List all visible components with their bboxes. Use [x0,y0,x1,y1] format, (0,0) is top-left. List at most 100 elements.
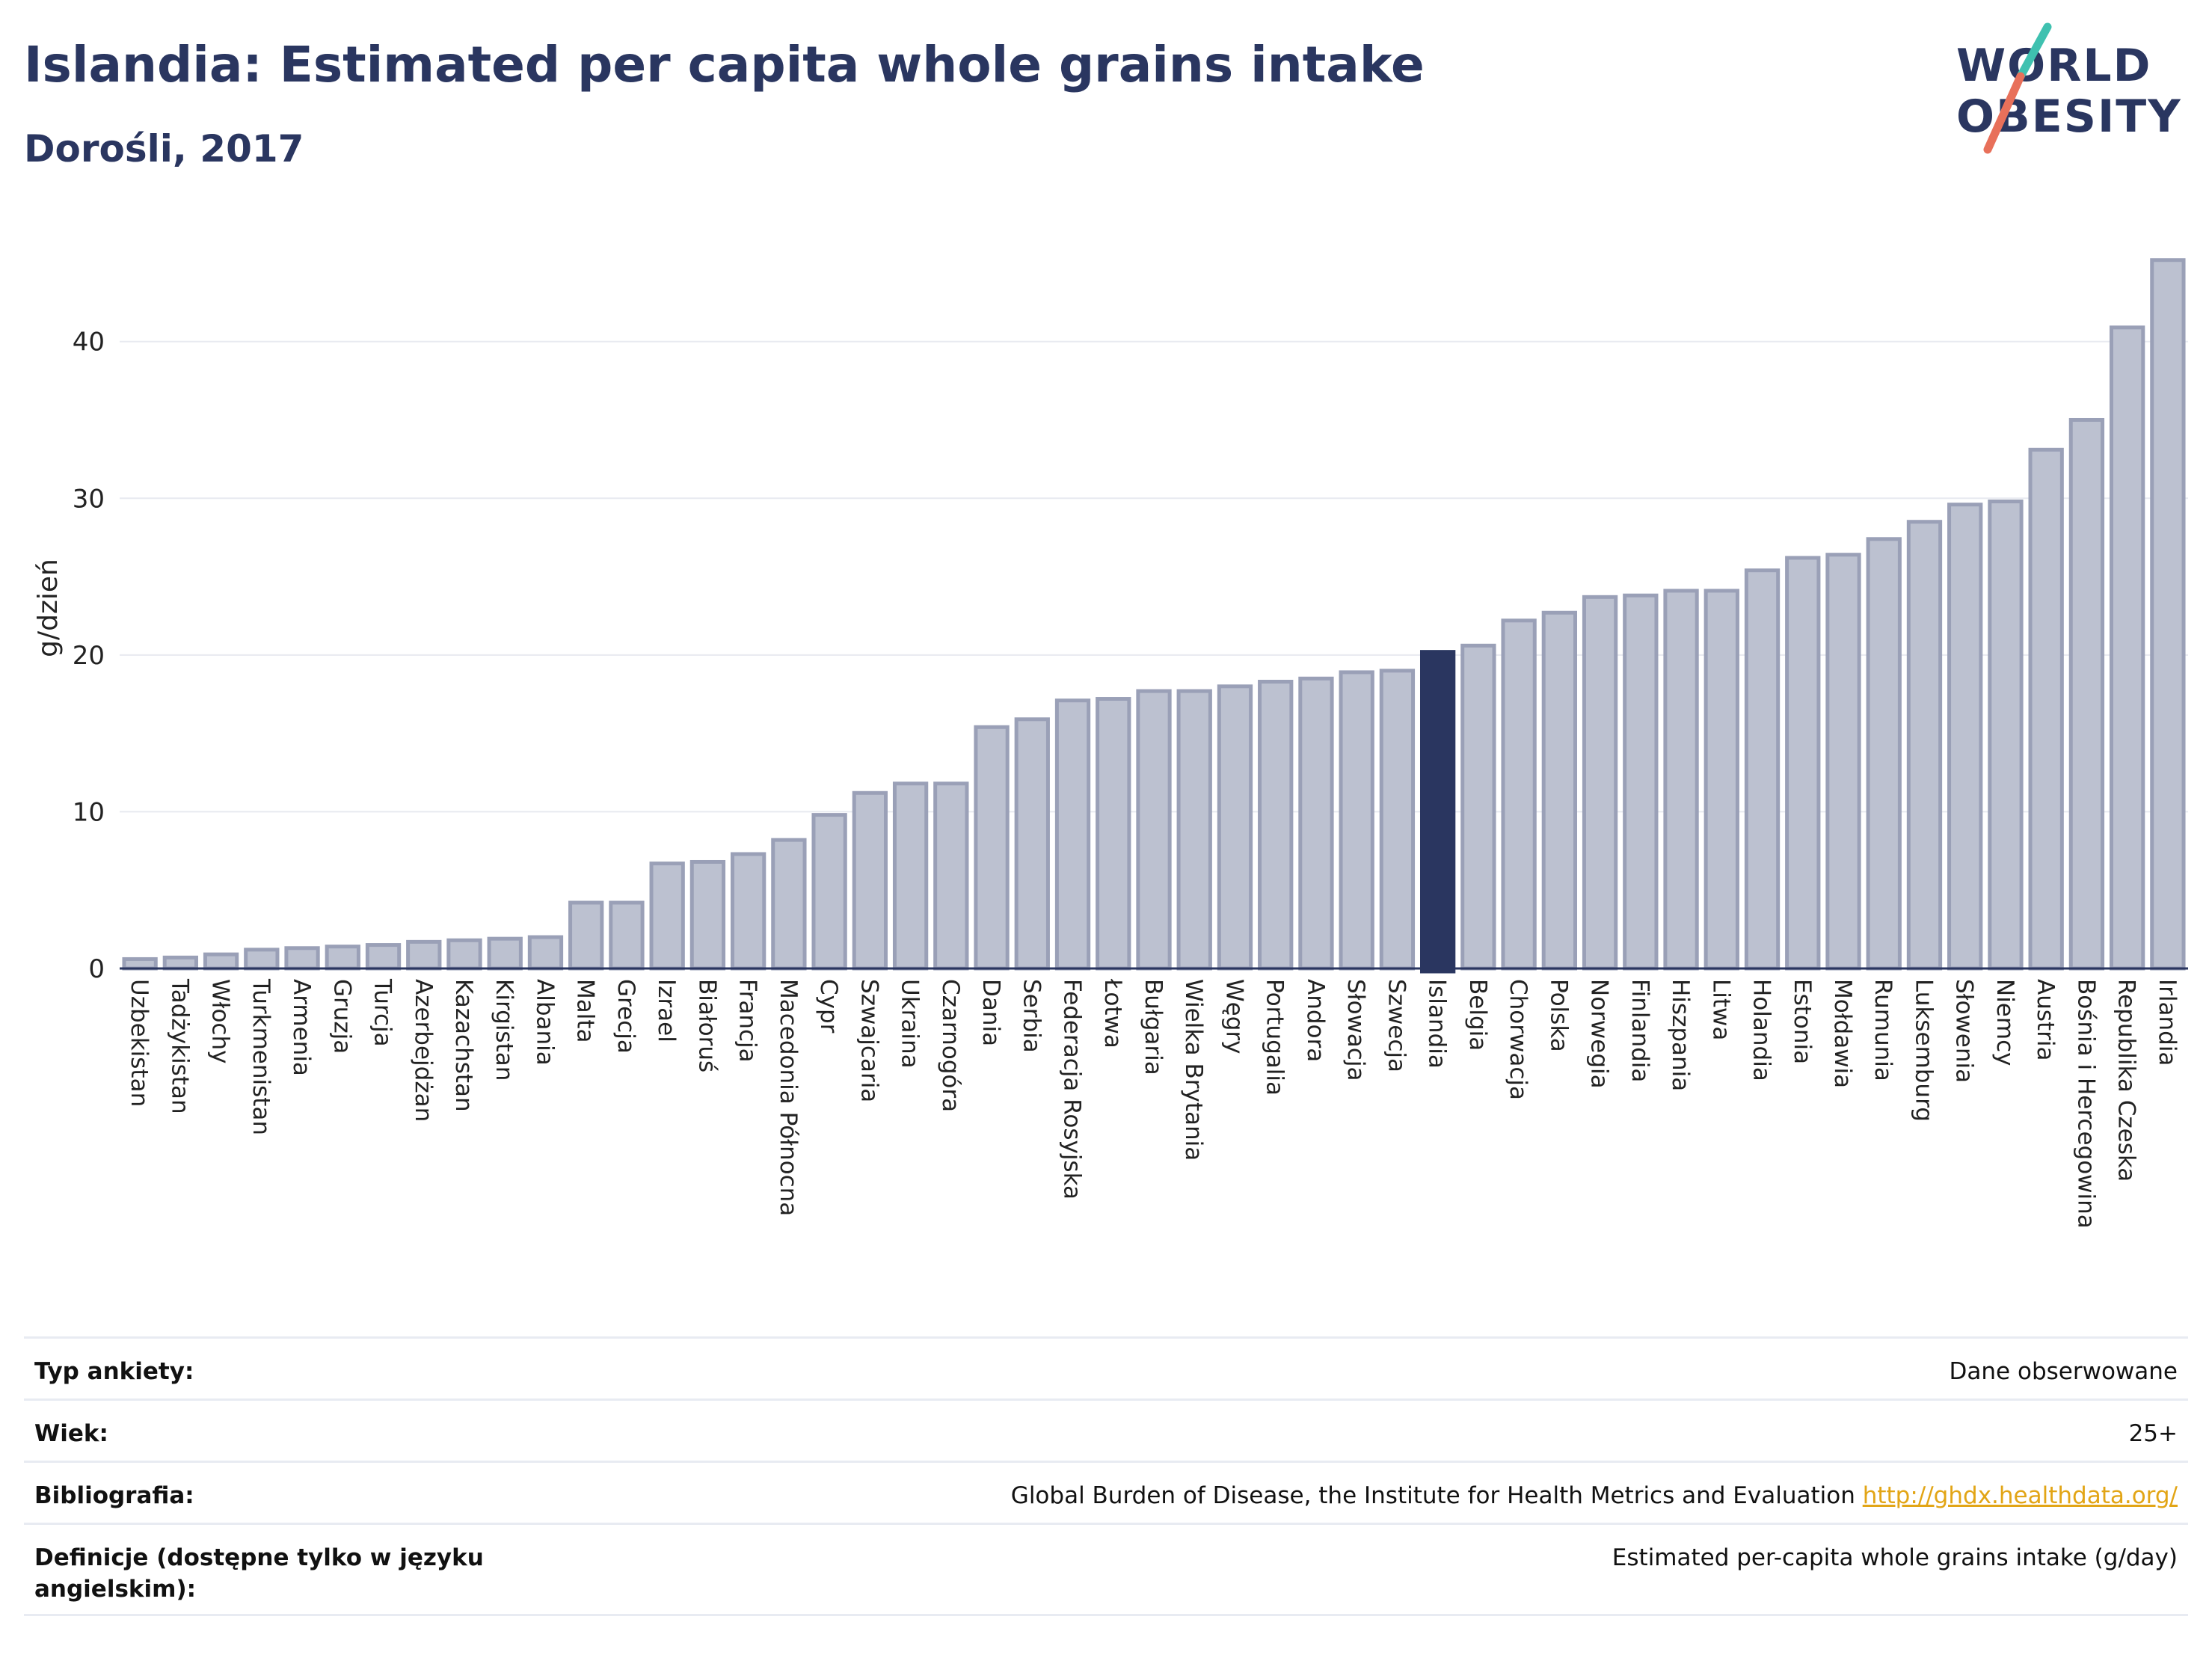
x-tick-label: Ukraina [897,979,924,1069]
x-tick-label: Uzbekistan [126,979,153,1107]
bar-bułgaria [1136,689,1172,971]
bibliography-link[interactable]: http://ghdx.healthdata.org/ [1862,1482,2178,1509]
y-tick-label: 30 [73,484,105,514]
x-tick-label: Portugalia [1262,979,1288,1096]
x-tick-label: Finlandia [1626,979,1653,1082]
bar-dania [974,725,1010,971]
bar-czarnogóra [933,782,969,971]
bar-turcja [365,943,402,971]
x-tick-label: Islandia [1424,979,1451,1069]
bar-holandia [1744,568,1781,971]
x-tick-label: Holandia [1748,979,1775,1081]
bar-austria [2028,447,2064,971]
bar-islandia [1419,650,1456,974]
y-axis-label: g/dzień [33,559,64,657]
page-subtitle: Dorośli, 2017 [24,127,304,171]
x-tick-label: Belgia [1464,979,1491,1051]
meta-key: Typ ankiety: [34,1358,194,1385]
bar-grecja [609,900,645,971]
bar-andora [1298,676,1334,971]
bar-irlandia [2150,258,2186,971]
x-tick-label: Bułgaria [1140,979,1167,1075]
x-tick-label: Azerbejdżan [410,979,437,1122]
x-tick-label: Chorwacja [1505,979,1531,1100]
meta-row-bibliography: Bibliografia: Global Burden of Disease, … [24,1461,2188,1523]
metadata-table: Typ ankiety: Dane obserwowane Wiek: 25+ … [24,1336,2188,1616]
bar-słowacja [1339,670,1374,971]
x-tick-label: Macedonia Północna [775,979,802,1216]
bar-chorwacja [1501,618,1537,971]
meta-value: Dane obserwowane [1949,1358,2178,1385]
x-tick-label: Albania [531,979,558,1066]
bar-włochy [203,952,239,971]
x-tick-label: Czarnogóra [937,979,964,1112]
bar-chart: 0 10 20 30 40 g/dzień Uzbekistan Tadżykistan Wło… [33,258,2188,1229]
meta-value: 25+ [2128,1420,2178,1447]
meta-row-age: Wiek: 25+ [24,1398,2188,1461]
x-tick-label: Gruzja [328,979,355,1054]
bar-węgry [1217,684,1253,971]
bar-belgia [1460,643,1496,971]
x-tick-label: Luksemburg [1910,979,1937,1122]
bar-malta [568,900,604,971]
bar-łotwa [1096,697,1131,971]
bar-mołdawia [1825,553,1861,971]
bar-białoruś [689,859,726,971]
bar-azerbejdżan [406,939,442,971]
x-tick-label: Federacja Rosyjska [1059,979,1086,1200]
bar-słowenia [1947,503,1983,971]
bar-uzbekistan [122,957,158,971]
page-title: Islandia: Estimated per capita whole gra… [24,36,1425,93]
x-tick-label: Niemcy [1991,979,2018,1066]
bar-polska [1541,610,1578,971]
x-tick-label: Armenia [288,979,315,1076]
x-tick-label: Słowenia [1951,979,1978,1083]
bar-kirgistan [487,936,523,971]
y-tick-label: 40 [73,328,105,357]
logo-slash-icon [1983,22,2052,154]
meta-row-definitions: Definicje (dostępne tylko w języku angie… [24,1523,2188,1616]
x-tick-label: Szwecja [1383,979,1410,1072]
x-tick-label: Słowacja [1342,979,1369,1081]
bar-republika-czeska [2109,325,2145,971]
x-tick-label: Turcja [369,978,396,1047]
meta-value: Global Burden of Disease, the Institute … [1011,1481,2178,1512]
y-tick-label: 10 [73,797,105,827]
bar-izrael [649,862,685,971]
bar-albania [527,935,564,971]
bar-szwajcaria [852,790,888,971]
bar-kazachstan [446,938,482,971]
meta-key: Wiek: [34,1420,108,1447]
x-tick-label: Malta [572,979,599,1043]
x-tick-label: Węgry [1220,979,1247,1054]
x-tick-label: Bośnia i Hercegowina [2072,979,2099,1229]
bar-cypr [811,813,847,971]
logo-word-world: WORLD [1956,40,2152,92]
bar-francja [730,852,766,971]
x-tick-label: Łotwa [1099,978,1126,1048]
bar-portugalia [1258,679,1294,971]
world-obesity-logo: WORLD OBESITY [1944,22,2191,157]
bar-ukraina [892,782,929,971]
bibliography-text: Global Burden of Disease, the Institute … [1010,1482,1855,1509]
x-tick-label: Kirgistan [491,979,517,1081]
bar-szwecja [1379,669,1416,971]
x-tick-label: Włochy [207,979,234,1063]
x-tick-label: Mołdawia [1829,979,1856,1088]
x-tick-label: Estonia [1789,979,1816,1064]
bar-litwa [1703,589,1739,971]
x-tick-label: Dania [977,979,1004,1046]
x-tick-label: Tadżykistan [166,978,193,1114]
x-tick-label: Hiszpania [1667,979,1694,1091]
y-tick-label: 20 [73,641,105,671]
x-tick-label: Polska [1545,979,1572,1052]
x-tick-label: Irlandia [2154,979,2181,1066]
x-tick-label: Austria [2032,979,2059,1061]
x-tick-label: Norwegia [1586,979,1613,1089]
x-tick-label: Kazachstan [450,979,477,1112]
y-tick-label: 0 [88,954,105,984]
bar-gruzja [325,945,360,971]
meta-value: Estimated per-capita whole grains intake… [1612,1544,2178,1571]
x-tick-label: Republika Czeska [2113,979,2140,1182]
x-tick-label: Francja [734,979,761,1063]
